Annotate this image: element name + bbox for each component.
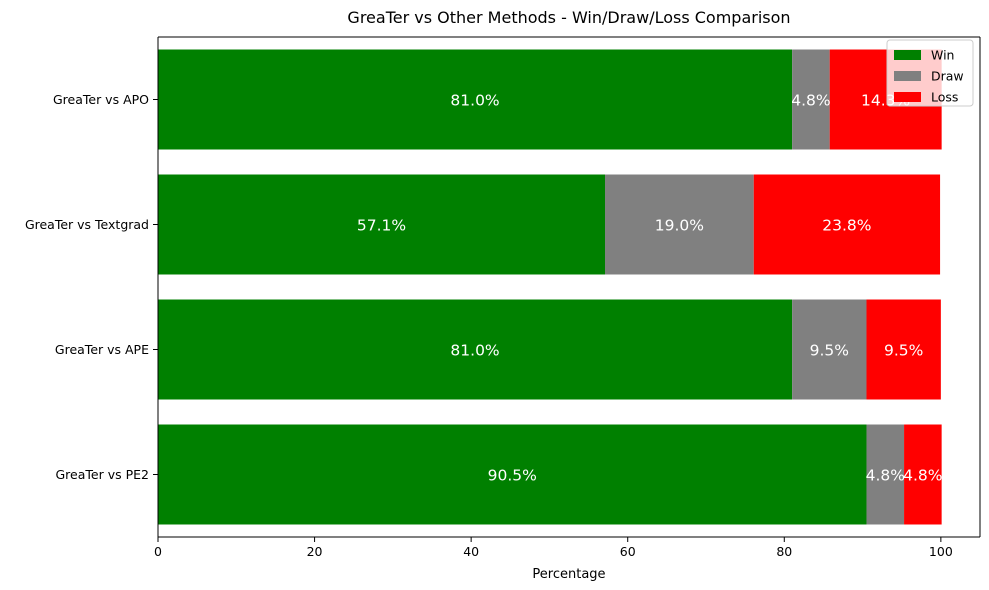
x-tick-label: 80 [776,544,792,559]
data-label-win-1: 81.0% [450,92,499,110]
bars-layer [158,49,942,525]
x-tick-label: 0 [154,544,162,559]
legend-label-draw: Draw [931,69,964,84]
bar-draw-1 [792,49,830,150]
bar-loss-2 [753,174,941,275]
bar-draw-3 [792,299,867,400]
bar-win-3 [158,299,793,400]
legend-label-win: Win [931,48,954,63]
bar-win-2 [158,174,606,275]
data-label-draw-1: 4.8% [791,92,830,110]
axes-layer: 0 20 40 60 80 100 GreaTer vs APO GreaTer vs Tex… [25,36,981,559]
y-tick-label: GreaTer vs Textgrad [25,217,149,232]
data-label-loss-4: 4.8% [903,467,942,485]
legend-swatch-loss [894,92,921,102]
legend-swatch-draw [894,71,921,81]
bar-win-4 [158,424,867,525]
data-label-draw-2: 19.0% [655,217,704,235]
x-tick-label: 100 [929,544,953,559]
data-label-draw-3: 9.5% [810,342,849,360]
data-label-win-2: 57.1% [357,217,406,235]
x-tick-label: 20 [307,544,323,559]
data-label-loss-2: 23.8% [822,217,871,235]
data-label-win-3: 81.0% [450,342,499,360]
data-label-loss-3: 9.5% [884,342,923,360]
x-tick-label: 60 [620,544,636,559]
y-tick-label: GreaTer vs APE [55,342,149,357]
bar-draw-2 [605,174,754,275]
legend-swatch-win [894,50,921,60]
legend-label-loss: Loss [931,90,958,105]
y-tick-label: GreaTer vs PE2 [56,467,150,482]
bar-loss-3 [866,299,941,400]
bar-loss-4 [904,424,942,525]
legend: Win Draw Loss [886,39,974,107]
x-tick-label: 40 [463,544,479,559]
data-label-win-4: 90.5% [488,467,537,485]
bar-draw-4 [866,424,905,525]
chart-title: GreaTer vs Other Methods - Win/Draw/Loss… [347,8,790,27]
data-label-draw-4: 4.8% [866,467,905,485]
bar-win-1 [158,49,793,150]
x-axis-label: Percentage [532,567,605,582]
y-tick-label: GreaTer vs APO [53,92,149,107]
